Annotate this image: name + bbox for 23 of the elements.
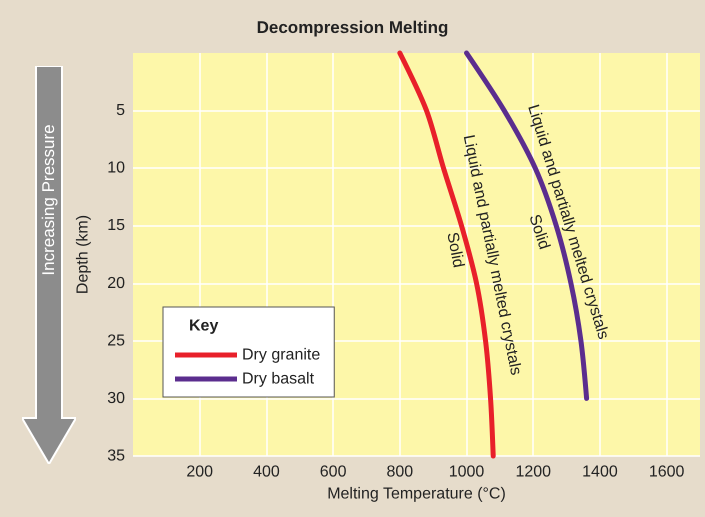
legend-label: Dry granite: [242, 346, 320, 364]
y-tick-label: 20: [107, 274, 126, 292]
y-axis-title: Depth (km): [74, 214, 92, 294]
x-tick-label: 1200: [515, 464, 552, 480]
x-tick-label: 200: [186, 464, 214, 480]
x-tick-label: 1400: [582, 464, 618, 480]
y-tick-label: 25: [107, 332, 126, 350]
legend-label: Dry basalt: [242, 370, 315, 388]
y-tick-label: 5: [116, 102, 126, 120]
x-tick-label: 800: [386, 464, 414, 480]
y-tick-label: 35: [107, 448, 126, 464]
legend-title: Key: [189, 318, 218, 334]
x-tick-label: 1000: [448, 464, 484, 480]
y-tick-label: 10: [107, 160, 126, 177]
x-axis-title: Melting Temperature (°C): [327, 486, 506, 502]
x-tick-label: 1600: [648, 464, 685, 480]
text: Increasing Pressure: [39, 124, 59, 276]
x-tick-label: 600: [320, 464, 347, 480]
y-tick-label: 30: [107, 390, 126, 407]
x-tick-label: 400: [253, 464, 280, 480]
chart-title: Decompression Melting: [256, 18, 448, 37]
annotation: Solid: [443, 230, 467, 270]
y-tick-label: 15: [107, 217, 126, 234]
